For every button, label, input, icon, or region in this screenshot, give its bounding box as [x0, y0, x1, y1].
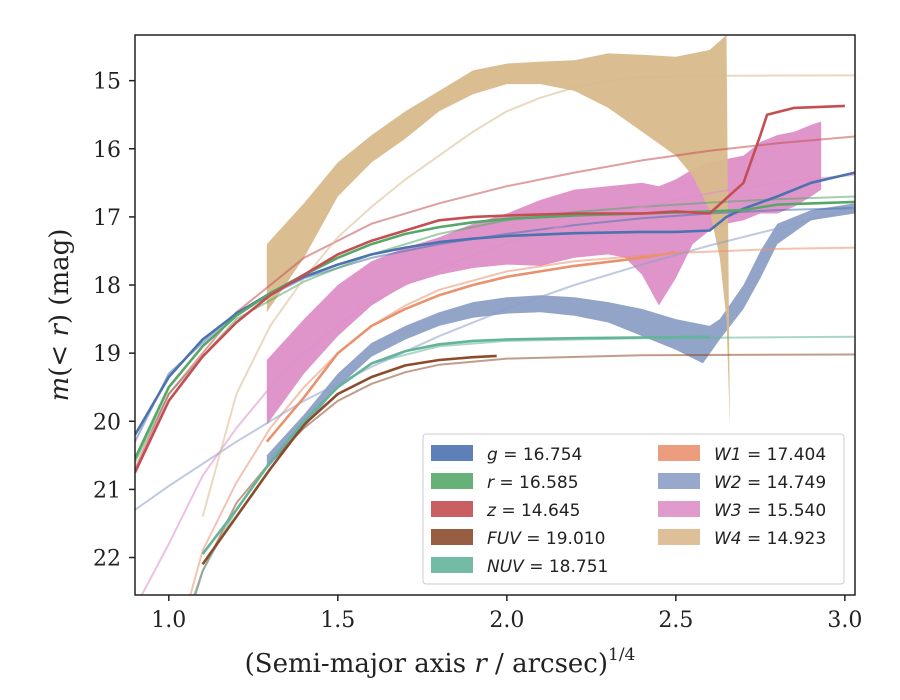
measured-curve-w1 — [265, 251, 677, 443]
legend-label-r: r = 16.585 — [487, 473, 579, 493]
band-w2 — [266, 203, 855, 470]
legend-label-g: g = 16.754 — [487, 445, 582, 465]
legend-swatch-fuv — [431, 529, 473, 545]
plot-frame — [134, 34, 856, 596]
legend-swatch-w1 — [658, 445, 700, 461]
band-w3 — [266, 121, 822, 425]
y-tick-label: 22 — [93, 547, 121, 572]
legend-label-w3: W3 = 15.540 — [714, 501, 826, 521]
legend: g = 16.754 r = 16.585 z = 14.645 FUV = 19.0… — [422, 433, 845, 585]
y-axis-label: m(< r) (mag) — [45, 229, 75, 402]
x-tick-label: 2.5 — [658, 608, 693, 633]
measured-curve-r — [135, 200, 855, 460]
band-layer — [266, 35, 855, 470]
y-axis-ticks: 15 16 17 18 19 20 21 22 — [93, 70, 135, 572]
band-w4 — [266, 35, 730, 429]
x-tick-label: 1.5 — [320, 608, 355, 633]
y-tick-label: 17 — [93, 206, 121, 231]
y-tick-label: 16 — [93, 138, 121, 163]
model-curve-w4 — [201, 74, 855, 517]
x-axis-label: (Semi-major axis r / arcsec)1/4 — [245, 645, 636, 679]
x-tick-label: 2.0 — [489, 608, 524, 633]
x-axis-ticks: 1.0 1.5 2.0 2.5 3.0 — [151, 595, 862, 633]
legend-label-fuv: FUV = 19.010 — [487, 529, 605, 549]
legend-swatch-w4 — [658, 529, 700, 545]
measured-curve-nuv — [201, 335, 710, 555]
measured-curve-fuv — [201, 354, 497, 566]
legend-label-z: z = 14.645 — [486, 501, 580, 521]
y-tick-label: 15 — [93, 70, 121, 95]
legend-label-w4: W4 = 14.923 — [714, 529, 826, 549]
y-tick-label: 20 — [93, 410, 121, 435]
measured-curve-layer — [135, 104, 855, 566]
model-curve-w3 — [140, 173, 855, 595]
y-tick-label: 19 — [93, 342, 121, 367]
legend-swatch-nuv — [431, 557, 473, 573]
measured-curve-z — [135, 104, 845, 473]
y-tick-label: 18 — [93, 274, 121, 299]
x-tick-label: 3.0 — [827, 608, 862, 633]
legend-swatch-z — [431, 501, 473, 517]
legend-box — [422, 433, 845, 585]
legend-swatch-w2 — [658, 473, 700, 489]
y-tick-label: 21 — [93, 478, 121, 503]
legend-swatch-g — [431, 445, 473, 461]
model-curve-w2 — [135, 207, 855, 511]
legend-label-w2: W2 = 14.749 — [714, 473, 826, 493]
x-tick-label: 1.0 — [151, 608, 186, 633]
model-curve-fuv — [194, 353, 855, 595]
legend-label-w1: W1 = 17.404 — [714, 445, 826, 465]
legend-swatch-w3 — [658, 501, 700, 517]
legend-label-nuv: NUV = 18.751 — [487, 557, 608, 577]
legend-swatch-r — [431, 473, 473, 489]
